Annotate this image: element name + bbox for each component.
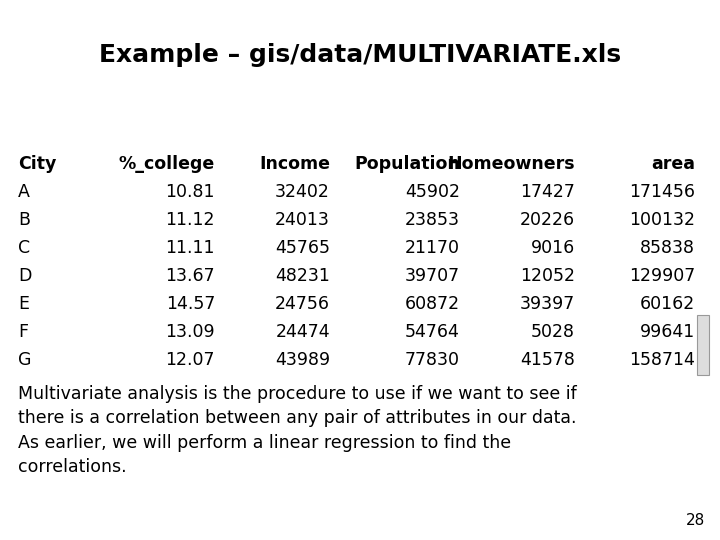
Text: A: A <box>18 183 30 201</box>
Text: 17427: 17427 <box>520 183 575 201</box>
Text: 23853: 23853 <box>405 211 460 229</box>
Text: area: area <box>651 155 695 173</box>
Text: 13.67: 13.67 <box>166 267 215 285</box>
Text: 85838: 85838 <box>640 239 695 257</box>
Text: Income: Income <box>259 155 330 173</box>
Text: 32402: 32402 <box>275 183 330 201</box>
Text: 54764: 54764 <box>405 323 460 341</box>
Text: 100132: 100132 <box>629 211 695 229</box>
Text: 11.11: 11.11 <box>166 239 215 257</box>
Text: 60162: 60162 <box>640 295 695 313</box>
Text: 5028: 5028 <box>531 323 575 341</box>
Text: Population: Population <box>354 155 460 173</box>
Text: 10.81: 10.81 <box>166 183 215 201</box>
Text: 129907: 129907 <box>629 267 695 285</box>
Text: 11.12: 11.12 <box>166 211 215 229</box>
Text: 9016: 9016 <box>531 239 575 257</box>
Text: 60872: 60872 <box>405 295 460 313</box>
Text: 39397: 39397 <box>520 295 575 313</box>
Text: 24756: 24756 <box>275 295 330 313</box>
Text: City: City <box>18 155 56 173</box>
Text: 12052: 12052 <box>520 267 575 285</box>
Text: 39707: 39707 <box>405 267 460 285</box>
Text: 171456: 171456 <box>629 183 695 201</box>
Text: 48231: 48231 <box>275 267 330 285</box>
Text: %_college: %_college <box>119 155 215 173</box>
Text: E: E <box>18 295 29 313</box>
Text: C: C <box>18 239 30 257</box>
Text: Multivariate analysis is the procedure to use if we want to see if
there is a co: Multivariate analysis is the procedure t… <box>18 385 577 476</box>
Text: 21170: 21170 <box>405 239 460 257</box>
Text: 158714: 158714 <box>629 351 695 369</box>
Text: 77830: 77830 <box>405 351 460 369</box>
Text: 20226: 20226 <box>520 211 575 229</box>
Text: 13.09: 13.09 <box>166 323 215 341</box>
Bar <box>697 315 709 375</box>
Text: Homeowners: Homeowners <box>447 155 575 173</box>
Text: B: B <box>18 211 30 229</box>
Text: D: D <box>18 267 32 285</box>
Text: Example – gis/data/MULTIVARIATE.xls: Example – gis/data/MULTIVARIATE.xls <box>99 43 621 67</box>
Text: 28: 28 <box>685 513 705 528</box>
Text: 99641: 99641 <box>640 323 695 341</box>
Text: 14.57: 14.57 <box>166 295 215 313</box>
Text: 24013: 24013 <box>275 211 330 229</box>
Text: 41578: 41578 <box>520 351 575 369</box>
Text: 45902: 45902 <box>405 183 460 201</box>
Text: 43989: 43989 <box>275 351 330 369</box>
Text: 45765: 45765 <box>275 239 330 257</box>
Text: G: G <box>18 351 32 369</box>
Text: 24474: 24474 <box>275 323 330 341</box>
Text: F: F <box>18 323 28 341</box>
Text: 12.07: 12.07 <box>166 351 215 369</box>
